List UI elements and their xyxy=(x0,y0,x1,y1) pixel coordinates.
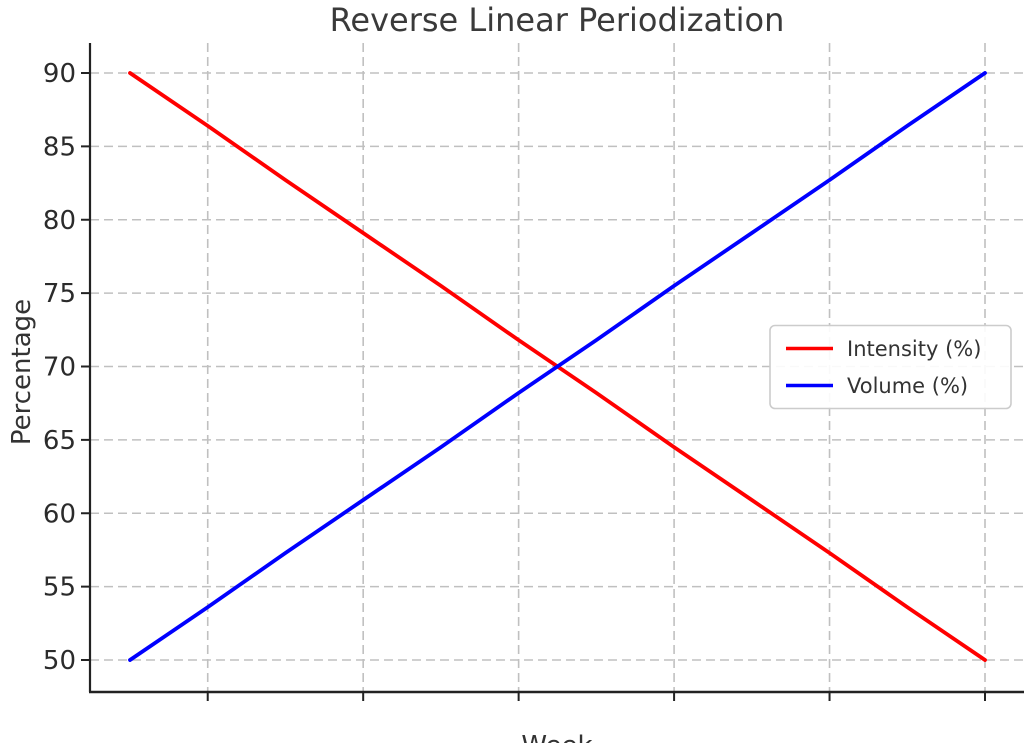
y-tick-label: 85 xyxy=(43,132,76,162)
chart-title: Reverse Linear Periodization xyxy=(330,1,785,39)
data-series xyxy=(128,71,987,662)
y-tick-label: 65 xyxy=(43,426,76,456)
legend-label: Volume (%) xyxy=(847,374,968,398)
axes: 50 55 60 65 70 75 80 85 90 xyxy=(43,43,1024,701)
grid-lines xyxy=(90,43,1024,692)
legend-label: Intensity (%) xyxy=(847,337,981,361)
legend: Intensity (%) Volume (%) xyxy=(769,324,1012,410)
y-tick-label: 75 xyxy=(43,279,76,309)
y-tick-label: 60 xyxy=(43,499,76,529)
y-axis-label: Percentage xyxy=(7,299,37,445)
y-tick-label: 80 xyxy=(43,206,76,236)
x-axis-label: Week xyxy=(521,731,592,743)
series-line-volume xyxy=(128,71,987,662)
y-tick-label: 50 xyxy=(43,646,76,676)
legend-box xyxy=(769,324,1012,410)
y-tick-label: 55 xyxy=(43,573,76,603)
y-tick-label: 90 xyxy=(43,59,76,89)
y-tick-label: 70 xyxy=(43,353,76,383)
